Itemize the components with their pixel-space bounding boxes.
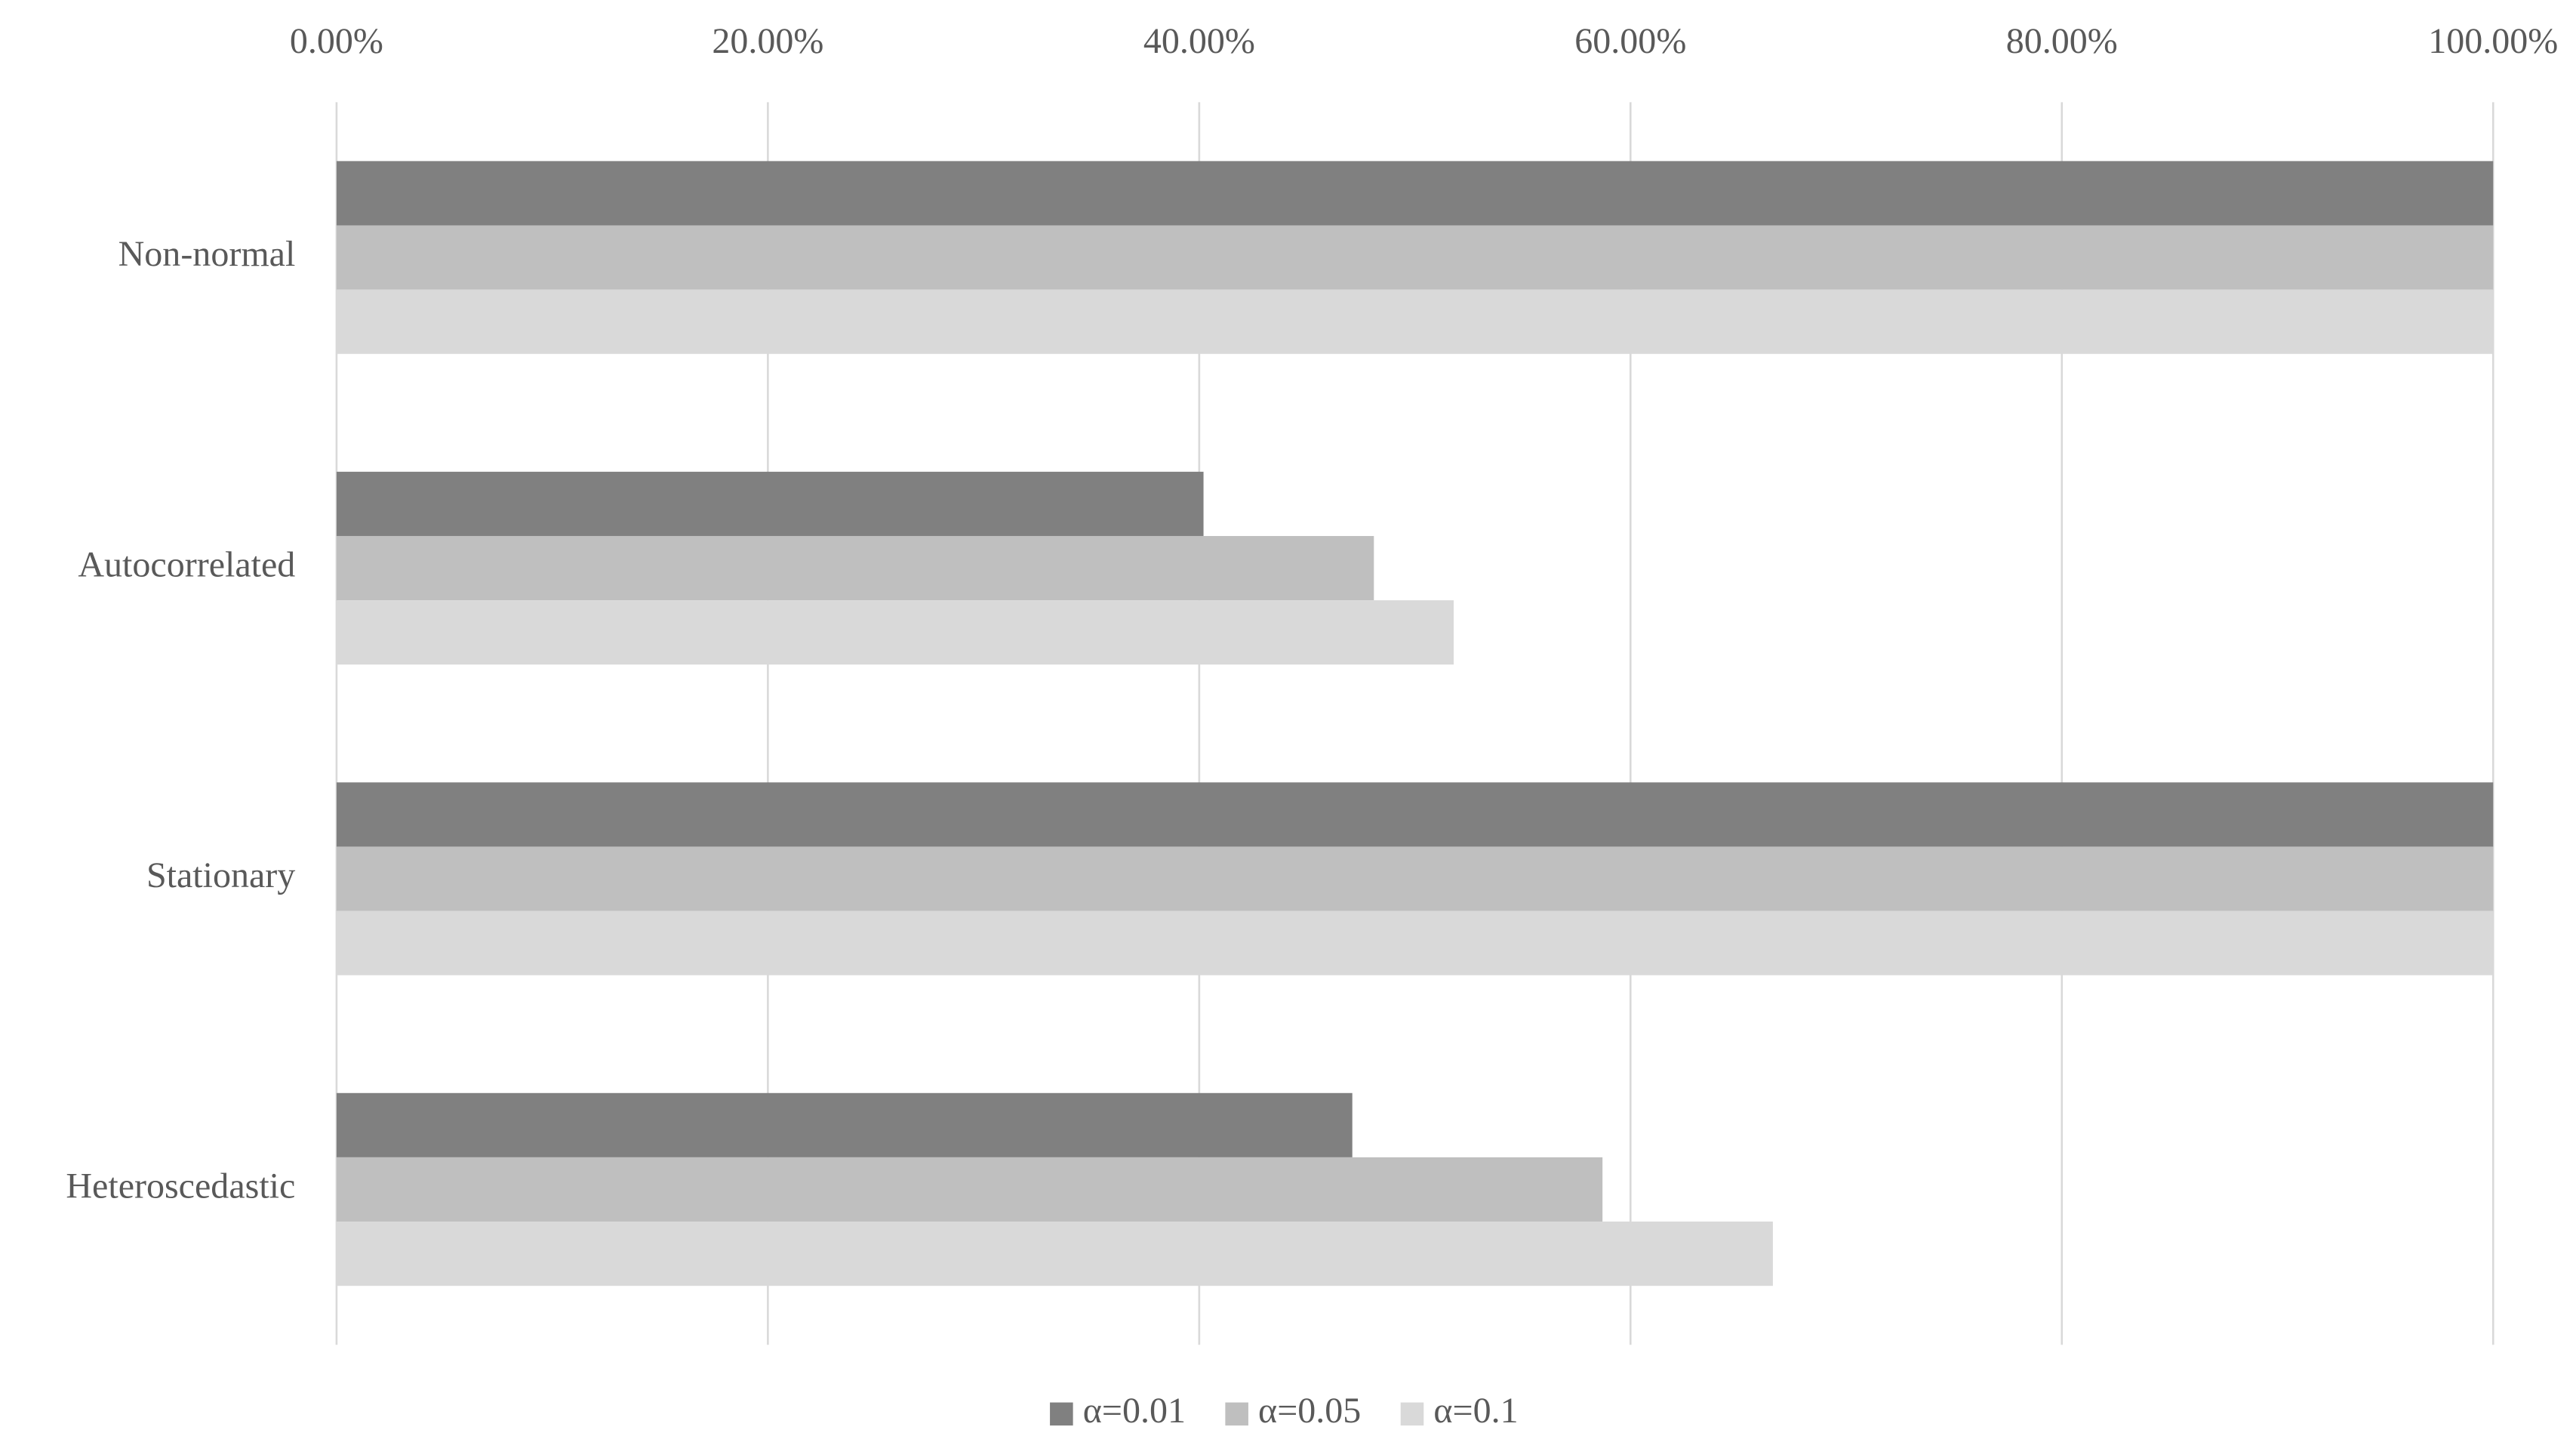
legend-label: α=0.1 (1433, 1391, 1518, 1431)
x-tick-label: 0.00% (290, 21, 383, 61)
bar (336, 910, 2494, 975)
bar (336, 1092, 1353, 1157)
legend-swatch (1050, 1402, 1073, 1426)
bar (336, 600, 1454, 665)
legend-label: α=0.01 (1083, 1391, 1186, 1431)
bar (336, 782, 2494, 847)
x-tick-label: 80.00% (2006, 21, 2118, 61)
x-tick-label: 60.00% (1574, 21, 1686, 61)
x-tick-label: 40.00% (1143, 21, 1255, 61)
y-tick-label: Stationary (146, 855, 295, 895)
x-tick-label: 100.00% (2428, 21, 2558, 61)
bar (336, 289, 2494, 354)
y-tick-label: Non-normal (118, 234, 296, 274)
bar (336, 471, 1204, 536)
bar (336, 535, 1374, 601)
x-tick-label: 20.00% (712, 21, 823, 61)
bar (336, 1157, 1603, 1222)
y-tick-label: Autocorrelated (78, 545, 295, 585)
y-tick-label: Heteroscedastic (66, 1166, 295, 1206)
legend-swatch (1400, 1402, 1424, 1426)
bar (336, 225, 2494, 290)
legend-label: α=0.05 (1258, 1391, 1361, 1431)
bar (336, 1222, 1773, 1286)
bar (336, 846, 2494, 911)
bar (336, 161, 2494, 226)
legend-swatch (1225, 1402, 1248, 1426)
